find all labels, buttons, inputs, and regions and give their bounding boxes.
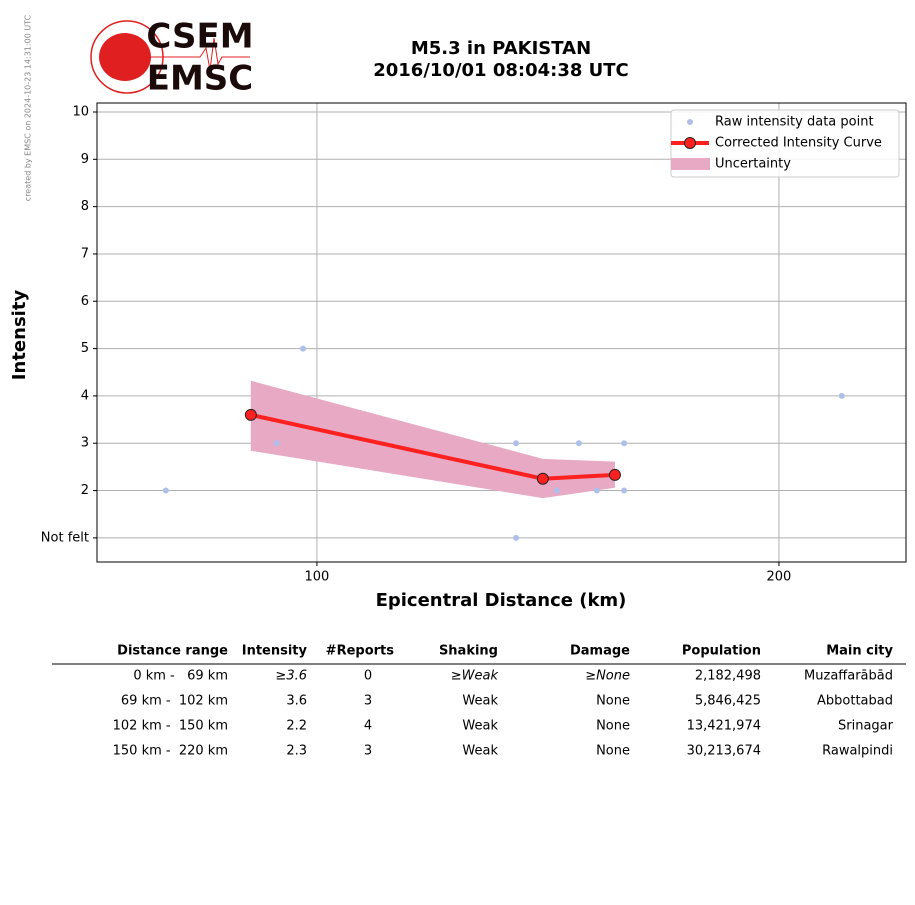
x-tick-label: 200 [767, 570, 792, 585]
table-cell: 2,182,498 [695, 669, 761, 684]
table-cell: Muzaffarābād [804, 669, 893, 684]
y-tick-label: 3 [81, 436, 89, 451]
raw-point [300, 345, 307, 352]
table-cell: Srinagar [838, 719, 894, 734]
table-cell: Weak [462, 719, 498, 734]
y-tick-label: 10 [72, 104, 89, 119]
curve-point [608, 468, 621, 481]
y-tick-label: 7 [81, 246, 89, 261]
x-tick-label: 100 [305, 570, 330, 585]
table-header: #Reports [326, 644, 395, 659]
table-cell: 5,846,425 [695, 694, 761, 709]
legend-symbol [687, 119, 693, 125]
raw-point [593, 487, 600, 494]
table-cell: 0 km - 69 km [133, 669, 228, 684]
raw-point [273, 440, 280, 447]
table-header: Intensity [242, 644, 308, 659]
legend-label: Corrected Intensity Curve [715, 136, 882, 151]
y-tick-label: 6 [81, 294, 89, 309]
table-cell: 150 km - 220 km [113, 744, 228, 759]
table-header: Damage [570, 644, 630, 659]
table-cell: ≥3.6 [275, 669, 307, 684]
y-tick-label: Not felt [41, 530, 89, 545]
raw-point [838, 392, 845, 399]
raw-point [513, 534, 520, 541]
legend-symbol [671, 158, 710, 170]
curve-point [244, 408, 257, 421]
legend: Raw intensity data point Corrected Intens… [670, 109, 900, 178]
table: Distance range Intensity #Reports Shaking Da… [52, 644, 906, 759]
raw-point [621, 440, 628, 447]
raw-point [162, 487, 169, 494]
y-tick-label: 4 [81, 388, 89, 403]
raw-point [513, 440, 520, 447]
y-tick-label: 8 [81, 199, 89, 214]
plot-frame [96, 102, 907, 563]
legend-symbol [684, 137, 696, 149]
table-cell: None [596, 694, 630, 709]
table-cell: Weak [462, 694, 498, 709]
table-cell: 0 [364, 669, 372, 684]
table-cell: Weak [462, 744, 498, 759]
uncertainty-band [250, 380, 615, 499]
table-cell: None [596, 744, 630, 759]
plot-area: Not felt 2 3 4 5 6 7 8 9 10 100 200 [41, 102, 907, 585]
table-cell: ≥Weak [451, 669, 499, 684]
table-cell: Abbottabad [817, 694, 893, 709]
raw-point [553, 487, 560, 494]
y-axis-label: Intensity [9, 290, 30, 381]
table-header: Shaking [439, 644, 498, 659]
chart-title: M5.3 in PAKISTAN [411, 38, 591, 59]
table-cell: 30,213,674 [687, 744, 761, 759]
curve-point [536, 472, 549, 485]
table-cell: 102 km - 150 km [113, 719, 228, 734]
y-tick-label: 5 [81, 341, 89, 356]
raw-point [621, 487, 628, 494]
legend-label: Uncertainty [715, 157, 791, 172]
table-cell: 69 km - 102 km [121, 694, 228, 709]
raw-point [575, 440, 582, 447]
logo-top: CSEM [146, 17, 253, 57]
logo-map [99, 33, 151, 81]
table-cell: 2.3 [286, 744, 307, 759]
table-cell: 3 [364, 744, 372, 759]
table-cell: 3.6 [286, 694, 307, 709]
logo-wave [150, 37, 250, 71]
chart-subtitle: 2016/10/01 08:04:38 UTC [373, 60, 629, 81]
table-cell: 13,421,974 [687, 719, 761, 734]
logo: CSEM EMSC [90, 17, 254, 99]
table-header: Main city [826, 644, 893, 659]
table-cell: 3 [364, 694, 372, 709]
table-header: Distance range [117, 644, 228, 659]
table-cell: ≥None [585, 669, 630, 684]
y-tick-label: 2 [81, 483, 89, 498]
table-cell: Rawalpindi [822, 744, 893, 759]
side-note: created by EMSC on 2024-10-23 14:31:00 U… [24, 14, 33, 201]
table-cell: 2.2 [286, 719, 307, 734]
legend-label: Raw intensity data point [715, 115, 874, 130]
table-cell: None [596, 719, 630, 734]
table-cell: 4 [364, 719, 372, 734]
logo-bottom: EMSC [147, 59, 254, 99]
table-header: Population [682, 644, 761, 659]
y-tick-label: 9 [81, 152, 89, 167]
x-axis-label: Epicentral Distance (km) [376, 590, 627, 611]
